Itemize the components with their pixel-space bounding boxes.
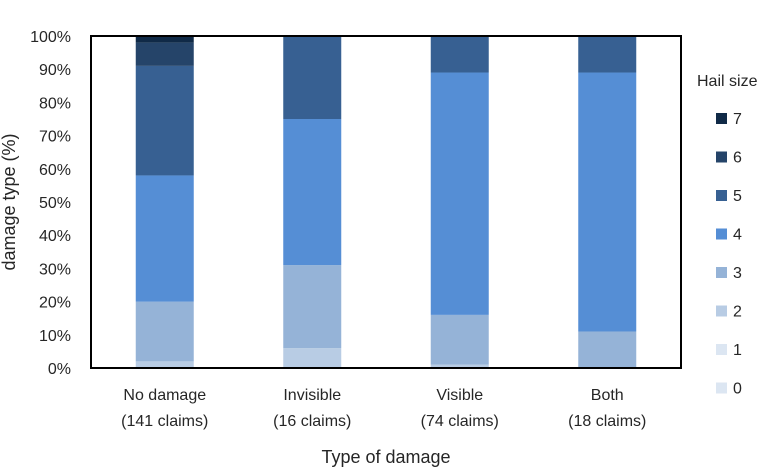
bar-stacks: [135, 36, 637, 368]
legend-swatch: [716, 151, 727, 163]
bar-segment-size-3: [430, 314, 489, 365]
y-tick-label: 90%: [39, 62, 71, 79]
bar-segment-size-4: [578, 72, 637, 332]
legend-title: Hail size: [697, 73, 758, 90]
y-tick-label: 100%: [30, 29, 71, 46]
x-axis-category-labels: No damage (141 claims) Invisible (16 claims…: [121, 387, 646, 430]
legend-label: 7: [733, 111, 742, 128]
bar-segment-size-5: [430, 36, 489, 73]
y-tick-label: 30%: [39, 261, 71, 278]
bar-segment-size-5: [283, 36, 342, 119]
x-category-label: (16 claims): [273, 413, 351, 430]
legend-item: 3: [716, 265, 742, 282]
legend-swatch: [716, 228, 727, 240]
legend: Hail size 7 6 5 4 3 2 1 0: [697, 73, 758, 398]
x-category-label: (74 claims): [421, 413, 499, 430]
legend-item: 7: [716, 111, 742, 128]
y-tick-label: 0%: [48, 361, 71, 378]
y-tick-label: 80%: [39, 95, 71, 112]
legend-label: 0: [733, 381, 742, 398]
legend-item: 0: [716, 381, 742, 398]
bar-segment-size-5: [135, 65, 194, 176]
y-tick-label: 70%: [39, 129, 71, 146]
legend-swatch: [716, 190, 727, 201]
legend-label: 3: [733, 265, 742, 282]
x-category-label: Both: [591, 387, 624, 404]
bar-segment-size-2: [283, 348, 342, 368]
bar-segment-size-3: [283, 265, 342, 349]
bar-segment-size-3: [578, 331, 637, 368]
legend-swatch: [716, 305, 727, 317]
bar-stack: [135, 36, 194, 368]
legend-item: 2: [716, 304, 742, 321]
y-axis-ticks: 0% 10% 20% 30% 40% 50% 60% 70% 80% 90% 100%: [30, 29, 71, 378]
bar-segment-size-3: [135, 301, 194, 362]
legend-label: 6: [733, 150, 742, 167]
bar-segment-size-4: [135, 175, 194, 302]
bar-stack: [578, 36, 637, 368]
y-tick-label: 60%: [39, 162, 71, 179]
x-category-label: Invisible: [283, 387, 341, 404]
legend-label: 5: [733, 188, 742, 205]
legend-swatch: [716, 382, 727, 394]
x-category-label: (141 claims): [121, 413, 208, 430]
bar-segment-size-4: [283, 119, 342, 266]
legend-item: 6: [716, 150, 742, 167]
legend-swatch: [716, 113, 727, 124]
x-category-label: (18 claims): [568, 413, 646, 430]
y-tick-label: 40%: [39, 228, 71, 245]
legend-swatch: [716, 344, 727, 355]
legend-label: 2: [733, 304, 742, 321]
y-tick-label: 20%: [39, 295, 71, 312]
legend-label: 1: [733, 342, 742, 359]
x-category-label: No damage: [123, 387, 206, 404]
legend-item: 5: [716, 188, 742, 205]
bar-segment-size-4: [430, 72, 489, 315]
bar-segment-size-7: [135, 36, 194, 43]
y-tick-label: 10%: [39, 328, 71, 345]
legend-item: 4: [716, 227, 742, 244]
legend-label: 4: [733, 227, 742, 244]
y-axis-title: damage type (%): [0, 133, 19, 270]
x-category-label: Visible: [436, 387, 483, 404]
bar-segment-size-2: [135, 361, 194, 368]
bar-segment-size-5: [578, 36, 637, 73]
bar-stack: [283, 36, 342, 368]
legend-item: 1: [716, 342, 742, 359]
bar-segment-size-2: [430, 364, 489, 368]
bar-segment-size-6: [135, 42, 194, 66]
plot-area-frame: [90, 35, 682, 369]
legend-items: 7 6 5 4 3 2 1 0: [716, 111, 742, 398]
x-axis-title: Type of damage: [321, 447, 450, 467]
legend-swatch: [716, 267, 727, 278]
y-tick-label: 50%: [39, 195, 71, 212]
bar-stack: [430, 36, 489, 368]
